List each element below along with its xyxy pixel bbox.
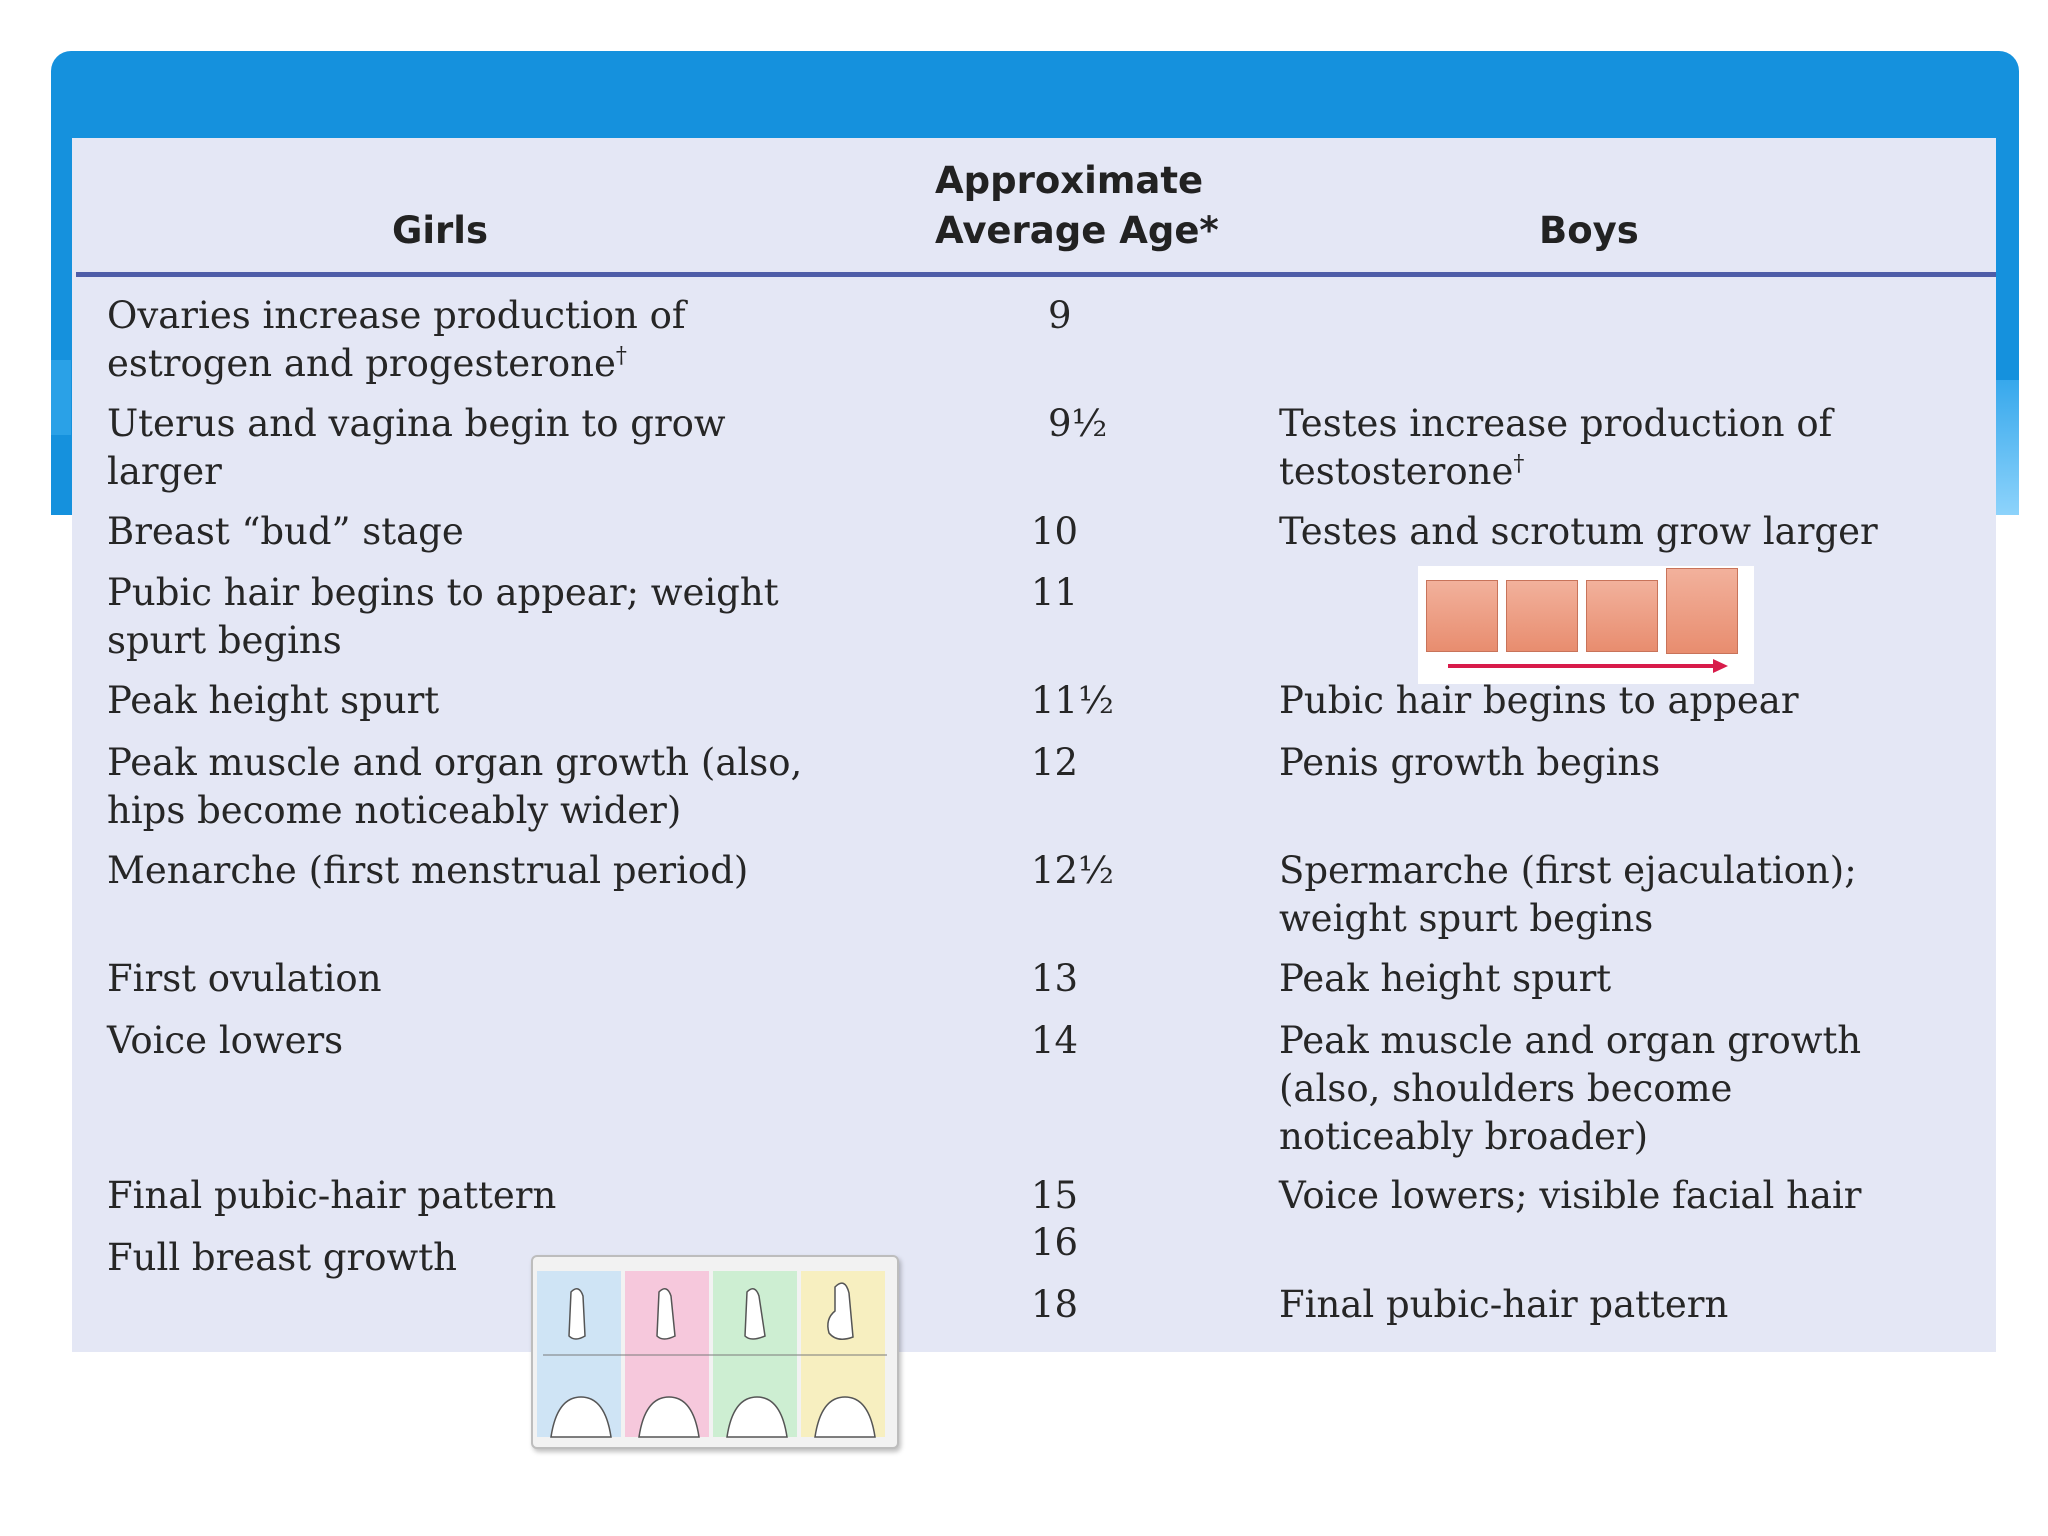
girls-cell: Menarche (first menstrual period) — [107, 849, 749, 892]
age-cell: 10 — [1031, 510, 1079, 553]
header-age-line1: Approximate — [935, 159, 1204, 202]
boys-cell: Testes increase production of testosteron… — [1279, 402, 1833, 493]
stage-tile — [1666, 568, 1738, 654]
girls-cell: Uterus and vagina begin to grow larger — [107, 402, 726, 493]
boys-cell: Peak height spurt — [1279, 957, 1612, 1000]
girls-cell: Voice lowers — [107, 1019, 344, 1062]
age-cell: 11½ — [1031, 679, 1114, 722]
boys-cell: Final pubic-hair pattern — [1279, 1283, 1729, 1326]
girls-cell: Peak height spurt — [107, 679, 440, 722]
age-cell: 18 — [1031, 1283, 1079, 1326]
header-girls: Girls — [392, 209, 489, 252]
girls-cell: Full breast growth — [107, 1236, 457, 1279]
pubic-hair-stages-illustration-icon — [1418, 566, 1754, 684]
banner-left-edge — [51, 360, 71, 435]
age-cell: 9 — [1048, 294, 1072, 337]
stage-tile — [1586, 580, 1658, 652]
girls-cell: Ovaries increase production of estrogen a… — [107, 294, 686, 385]
breast-development-stages-illustration-icon — [531, 1255, 899, 1449]
stage-tile — [1506, 580, 1578, 652]
stage-tile — [1426, 580, 1498, 652]
boys-cell: Spermarche (first ejaculation); weight sp… — [1279, 849, 1857, 940]
header-age-line2: Average Age* — [935, 209, 1219, 252]
age-cell: 11 — [1031, 571, 1079, 614]
age-cell: 9½ — [1048, 402, 1108, 445]
girls-cell: First ovulation — [107, 957, 382, 1000]
table-panel — [72, 138, 1996, 1352]
figure-outlines-icon — [543, 1282, 887, 1438]
boys-cell: Testes and scrotum grow larger — [1279, 510, 1878, 553]
girls-cell: Final pubic-hair pattern — [107, 1174, 557, 1217]
girls-cell: Pubic hair begins to appear; weight spurt… — [107, 571, 779, 662]
boys-cell: Peak muscle and organ growth (also, shoul… — [1279, 1019, 1862, 1158]
age-cell: 12 — [1031, 741, 1079, 784]
age-cell: 13 — [1031, 957, 1079, 1000]
age-cell: 15 — [1031, 1174, 1079, 1217]
boys-cell: Voice lowers; visible facial hair — [1279, 1174, 1862, 1217]
boys-cell: Pubic hair begins to appear — [1279, 679, 1799, 722]
age-cell: 14 — [1031, 1019, 1079, 1062]
header-boys: Boys — [1539, 209, 1639, 252]
age-cell: 16 — [1031, 1221, 1079, 1264]
girls-cell: Peak muscle and organ growth (also, hips … — [107, 741, 803, 832]
age-cell: 12½ — [1031, 849, 1114, 892]
header-rule — [76, 272, 1996, 277]
boys-cell: Penis growth begins — [1279, 741, 1661, 784]
girls-cell: Breast “bud” stage — [107, 510, 464, 553]
age-arrow-icon — [1448, 659, 1728, 673]
